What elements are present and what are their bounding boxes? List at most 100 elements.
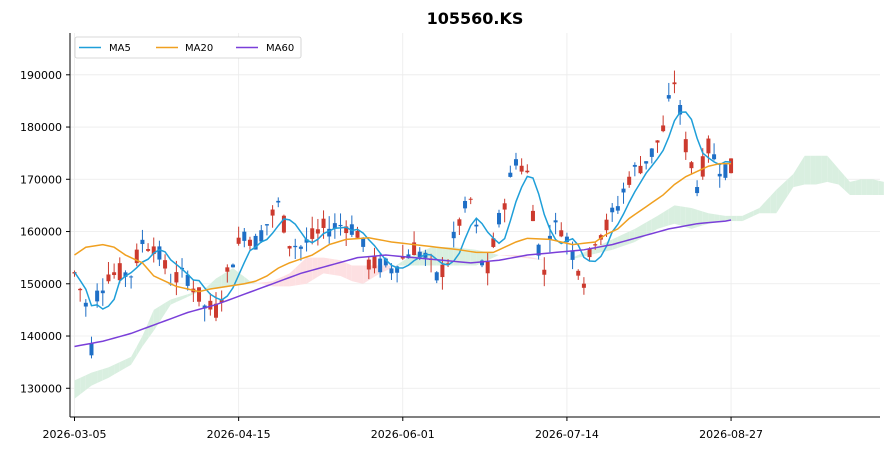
candle-down [508,172,513,177]
cloud-bear-segment [261,281,267,286]
cloud-bull-segment [482,251,488,263]
cloud-bull-segment [80,375,86,395]
candle-down [615,206,620,211]
cloud-bull-segment [397,261,403,266]
cloud-bull-segment [753,208,760,216]
candle-down [332,223,337,229]
x-tick-label: 2026-03-05 [43,428,107,441]
cloud-bull-segment [697,209,703,228]
y-tick-label: 160000 [20,226,62,239]
cloud-bull-segment [708,213,715,224]
cloud-bull-segment [125,356,132,369]
cloud-bull-segment [657,212,664,229]
candle-down [723,164,728,178]
candle-up [519,165,524,172]
candle-up [559,230,564,237]
candle-up [672,82,677,85]
cloud-bull-segment [646,219,652,236]
ma20-line [74,162,732,293]
candle-up [214,303,218,318]
cloud-bull-segment [821,155,828,184]
cloud-bull-segment [810,155,816,185]
candle-down [83,302,88,307]
candle-down [610,207,615,213]
candle-up [321,218,326,228]
candle-down [378,258,383,273]
cloud-bull-segment [663,208,669,228]
candle-up [729,158,734,174]
candle-up [344,226,349,234]
candle-down [451,231,456,239]
y-tick-label: 190000 [20,69,62,82]
candle-down [129,276,134,278]
cloud-bull-segment [153,306,160,331]
x-tick-label: 2026-04-15 [207,428,271,441]
cloud-bull-segment [465,248,471,266]
candle-down [349,224,354,235]
cloud-bear-segment [527,256,533,259]
candle-up [576,270,581,276]
cloud-bull-segment [232,268,239,287]
candle-down [463,200,468,209]
candle-down [202,305,207,309]
ichimoku-cloud [74,155,884,399]
candle-up [593,244,598,246]
cloud-bull-segment [736,215,743,222]
cloud-bull-segment [765,195,771,214]
candle-down [264,224,269,226]
cloud-bull-segment [176,295,183,303]
candle-down [389,268,394,274]
cloud-bull-segment [759,201,766,214]
candle-up [700,156,705,177]
candle-down [695,187,700,194]
candle-down [406,254,411,259]
candle-up [151,246,156,255]
candle-down [621,188,626,193]
cloud-bear-segment [499,255,505,256]
candle-up [281,215,286,233]
x-tick-label: 2026-06-01 [371,428,435,441]
cloud-bear-segment [385,265,392,271]
candle-up [491,238,496,247]
candle-down [298,246,303,249]
cloud-bear-segment [300,257,307,285]
candle-up [163,260,168,269]
candle-down [140,239,145,245]
cloud-bull-segment [668,205,675,226]
candle-up [412,242,417,255]
cloud-bull-segment [838,168,845,190]
candle-up [78,288,83,291]
candle-up [604,219,609,231]
y-tick-label: 170000 [20,173,62,186]
cloud-bull-segment [714,214,720,223]
candle-down [564,236,569,243]
cloud-bull-segment [793,164,799,188]
cloud-bull-segment [832,162,839,185]
cloud-bull-segment [815,155,822,185]
candle-down [644,161,649,164]
candle-up [270,209,275,216]
candle-up [683,139,688,153]
candle-down [649,148,654,157]
candle-down [276,200,281,203]
cloud-bull-segment [595,244,601,254]
legend-label-ma20: MA20 [185,43,213,54]
candle-down [553,220,558,223]
candle-down [474,224,479,227]
cloud-bull-segment [629,228,635,244]
candle-down [89,343,94,356]
x-tick-label: 2026-08-27 [699,428,763,441]
candle-up [638,165,643,174]
candle-down [304,239,309,243]
cloud-bull-segment [238,272,245,286]
candle-down [123,272,128,277]
cloud-bull-segment [827,155,833,184]
candle-up [530,210,535,222]
candle-up [457,219,462,226]
candle-down [423,252,428,258]
candle-up [689,162,694,169]
cloud-bull-segment [804,155,811,185]
candle-up [355,230,360,238]
cloud-bull-segment [170,297,177,305]
